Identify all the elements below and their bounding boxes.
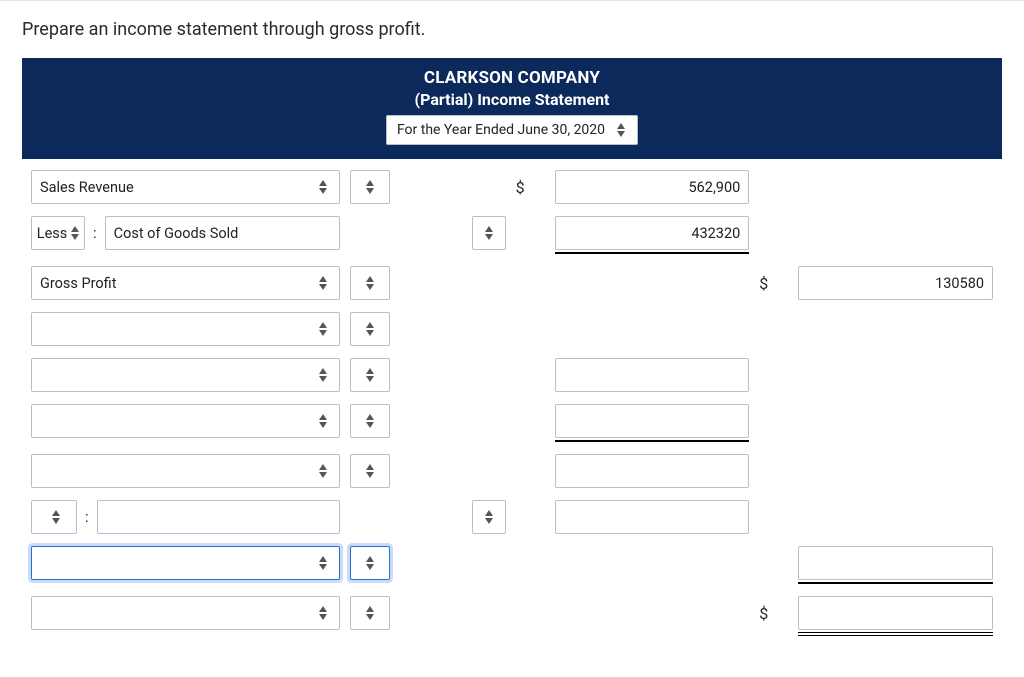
amount-input[interactable] — [798, 546, 993, 580]
account-select[interactable] — [31, 454, 340, 488]
prefix-value: Less — [37, 225, 67, 242]
stepper-icon — [613, 116, 629, 144]
indent-stepper[interactable] — [350, 358, 390, 392]
stepper-icon — [362, 267, 378, 299]
stepper-icon — [315, 171, 331, 203]
currency-symbol: $ — [759, 596, 788, 630]
account-select[interactable] — [31, 312, 340, 346]
amount-input[interactable] — [555, 404, 750, 438]
account-select[interactable] — [97, 500, 340, 534]
amount-input[interactable] — [798, 596, 993, 630]
stepper-icon — [362, 359, 378, 391]
stepper-icon — [362, 171, 378, 203]
indent-stepper[interactable] — [350, 312, 390, 346]
stepper-icon — [362, 313, 378, 345]
stepper-icon — [315, 267, 331, 299]
row-empty — [30, 453, 994, 489]
row-total: $ — [30, 595, 994, 637]
stepper-icon — [362, 455, 378, 487]
row-empty — [30, 357, 994, 393]
account-select[interactable] — [31, 546, 340, 580]
stepper-icon — [315, 405, 331, 437]
stepper-icon — [71, 217, 79, 249]
stepper-icon — [362, 405, 378, 437]
prefix-select[interactable]: Less — [31, 216, 85, 250]
account-select[interactable] — [31, 596, 340, 630]
amount-input[interactable]: 432320 — [555, 216, 750, 250]
period-select[interactable]: For the Year Ended June 30, 2020 — [386, 115, 638, 145]
currency-symbol: $ — [759, 266, 788, 300]
amount-input[interactable]: 562,900 — [555, 170, 750, 204]
stepper-icon — [481, 217, 497, 249]
stepper-icon — [315, 313, 331, 345]
indent-stepper[interactable] — [350, 404, 390, 438]
stepper-icon — [315, 597, 331, 629]
account-label: Cost of Goods Sold — [114, 225, 331, 242]
stepper-icon — [315, 359, 331, 391]
statement-grid: Sales Revenue $ 562,900 Less — [22, 159, 1002, 647]
row-sales-revenue: Sales Revenue $ 562,900 — [30, 169, 994, 205]
row-empty — [30, 311, 994, 347]
account-select[interactable] — [31, 358, 340, 392]
stepper-icon — [362, 547, 378, 579]
indent-stepper[interactable] — [350, 170, 390, 204]
amount-input[interactable] — [555, 454, 750, 488]
indent-stepper[interactable] — [350, 546, 390, 580]
indent-stepper[interactable] — [472, 500, 506, 534]
account-select[interactable] — [31, 404, 340, 438]
row-gross-profit: Gross Profit $ 130580 — [30, 265, 994, 301]
stepper-icon — [481, 501, 497, 533]
indent-stepper[interactable] — [472, 216, 506, 250]
company-name: CLARKSON COMPANY — [22, 68, 1002, 88]
indent-stepper[interactable] — [350, 266, 390, 300]
colon: : — [83, 508, 91, 526]
colon: : — [91, 224, 99, 242]
amount-input[interactable] — [555, 358, 750, 392]
stepper-icon — [315, 547, 331, 579]
row-prefixed-empty: : — [30, 499, 994, 535]
stepper-icon — [362, 597, 378, 629]
stepper-icon — [48, 501, 64, 533]
instruction-text: Prepare an income statement through gros… — [0, 1, 1024, 58]
period-select-value: For the Year Ended June 30, 2020 — [397, 122, 605, 138]
amount-value: 562,900 — [689, 179, 741, 196]
currency-symbol: $ — [516, 170, 545, 204]
account-label: Sales Revenue — [40, 179, 307, 196]
statement-subtitle: (Partial) Income Statement — [22, 90, 1002, 109]
account-select[interactable]: Sales Revenue — [31, 170, 340, 204]
indent-stepper[interactable] — [350, 454, 390, 488]
prefix-select[interactable] — [31, 500, 77, 534]
account-select[interactable]: Cost of Goods Sold — [105, 216, 340, 250]
amount-value: 432320 — [691, 225, 740, 242]
account-select[interactable]: Gross Profit — [31, 266, 340, 300]
amount-input[interactable] — [555, 500, 750, 534]
account-label: Gross Profit — [40, 275, 307, 292]
income-statement-sheet: CLARKSON COMPANY (Partial) Income Statem… — [22, 58, 1002, 647]
stepper-icon — [315, 455, 331, 487]
indent-stepper[interactable] — [350, 596, 390, 630]
amount-value: 130580 — [935, 275, 984, 292]
amount-input[interactable]: 130580 — [798, 266, 993, 300]
row-cogs: Less : Cost of Goods Sold 432320 — [30, 215, 994, 255]
row-empty — [30, 403, 994, 443]
statement-header: CLARKSON COMPANY (Partial) Income Statem… — [22, 58, 1002, 159]
row-focused — [30, 545, 994, 585]
